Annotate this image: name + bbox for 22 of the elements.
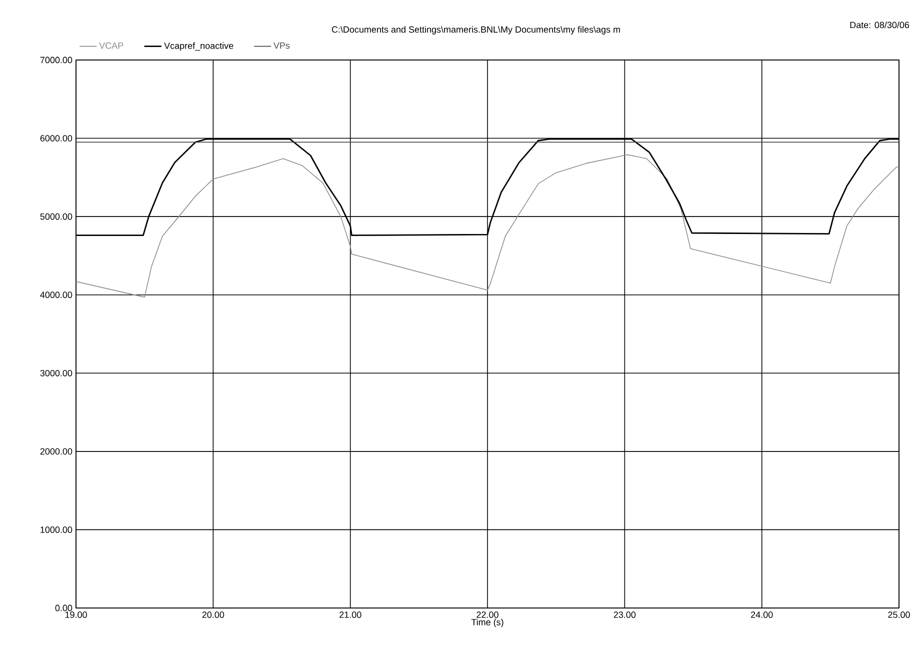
y-tick-label: 5000.00 <box>40 213 72 220</box>
line-series <box>76 154 899 298</box>
y-tick-label: 0.00 <box>55 604 72 612</box>
x-tick-label: 24.00 <box>751 612 773 618</box>
text: Date: 08/30/06 <box>850 22 910 28</box>
y-tick-label: 6000.00 <box>40 135 72 142</box>
legend-label: Vcapref_noactive <box>164 42 234 51</box>
legend-label: VPs <box>274 42 290 49</box>
x-axis-title: Time (s) <box>471 618 504 628</box>
x-tick-label: 20.00 <box>202 612 224 618</box>
y-tick-label: 3000.00 <box>40 370 72 376</box>
y-tick-label: 1000.00 <box>40 526 72 533</box>
x-tick-label: 23.00 <box>614 612 636 618</box>
x-tick-label: 25.00 <box>888 612 910 618</box>
y-tick-label: 4000.00 <box>40 292 72 298</box>
chart-title: C:\Documents and Settings\mameris.BNL\My Documents\my files\ags m <box>332 26 620 34</box>
x-tick-label: 19.00 <box>65 612 87 618</box>
y-tick-label: 2000.00 <box>40 448 72 455</box>
x-tick-label: 21.00 <box>340 612 362 618</box>
x-tick-label: 22.00 <box>476 612 498 618</box>
y-tick-label: 7000.00 <box>40 56 72 64</box>
legend-label: VCAP <box>99 42 124 49</box>
